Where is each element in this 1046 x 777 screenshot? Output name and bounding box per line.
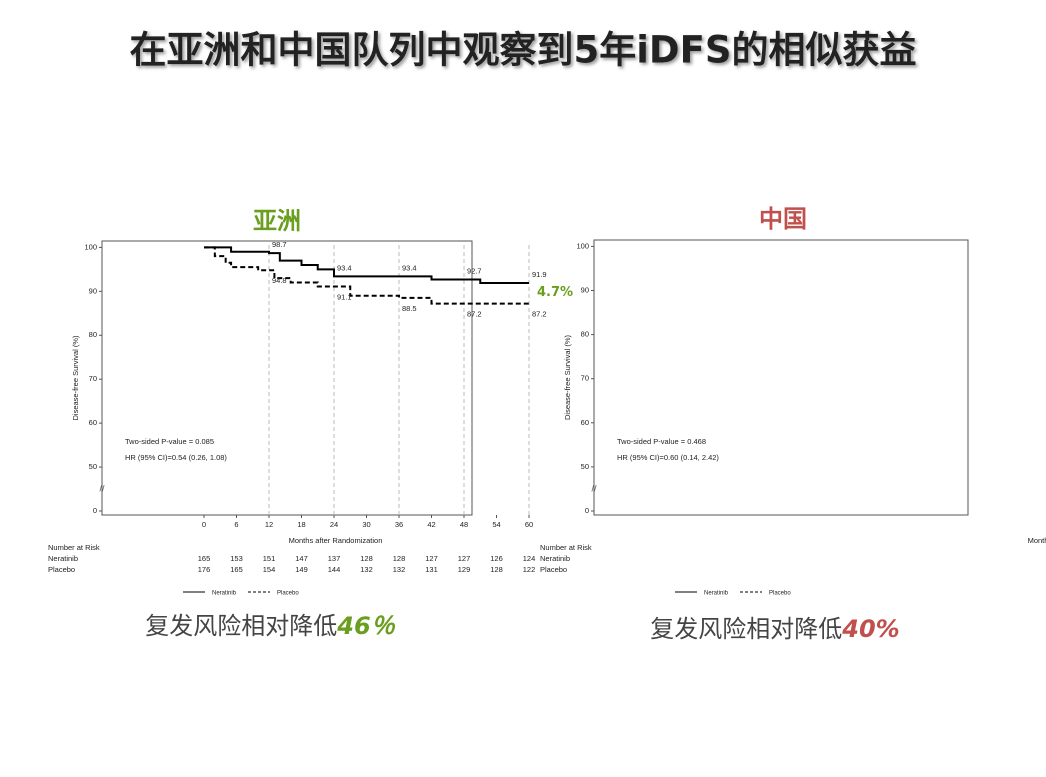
difference-label: 4.7% <box>537 285 573 300</box>
slide-title: 在亚洲和中国队列中观察到5年iDFS的相似获益 <box>129 29 916 72</box>
x-tick-label: 60 <box>525 520 533 529</box>
y-tick-label: 50 <box>89 462 97 471</box>
legend-label: Placebo <box>277 591 299 597</box>
landmark-label: 98.7 <box>272 240 287 249</box>
survival-curve <box>204 246 529 305</box>
risk-value: 131 <box>425 565 438 574</box>
risk-row-name: Neratinib <box>540 554 570 563</box>
landmark-label: 93.4 <box>337 263 352 272</box>
risk-value: 144 <box>328 565 341 574</box>
risk-row-name: Neratinib <box>48 554 78 563</box>
y-axis-label: Disease-free Survival (%) <box>71 335 80 421</box>
risk-value: 122 <box>523 565 536 574</box>
risk-value: 153 <box>230 554 243 563</box>
risk-value: 128 <box>393 554 406 563</box>
axis-break: // <box>99 483 105 493</box>
landmark-label: 91.1 <box>337 292 352 301</box>
landmark-label: 93.4 <box>402 263 417 272</box>
risk-value: 132 <box>360 565 373 574</box>
x-tick-label: 42 <box>427 520 435 529</box>
risk-value: 128 <box>490 565 503 574</box>
risk-value: 127 <box>425 554 438 563</box>
x-tick-label: 12 <box>265 520 273 529</box>
x-axis-label: Months after Randomization <box>289 536 383 545</box>
x-axis-label: Months after Randomization <box>1028 536 1046 545</box>
y-tick-label: 70 <box>89 374 97 383</box>
risk-value: 176 <box>198 565 211 574</box>
x-tick-label: 24 <box>330 520 338 529</box>
stat-text: Two-sided P-value = 0.085 <box>125 437 214 446</box>
risk-value: 147 <box>295 554 308 563</box>
summary: 复发风险相对降低40% <box>650 615 899 643</box>
y-tick-label: 90 <box>89 286 97 295</box>
y-tick-label: 0 <box>93 506 97 515</box>
legend-label: Neratinib <box>704 591 729 597</box>
risk-value: 129 <box>458 565 471 574</box>
stat-text: HR (95% CI)=0.54 (0.26, 1.08) <box>125 453 227 462</box>
y-tick-label: 100 <box>576 241 589 250</box>
y-tick-label: 90 <box>581 285 589 294</box>
x-tick-label: 30 <box>362 520 370 529</box>
x-tick-label: 0 <box>202 520 206 529</box>
summary-text: 复发风险相对降低 <box>145 612 337 640</box>
y-tick-label: 60 <box>89 418 97 427</box>
y-tick-label: 70 <box>581 374 589 383</box>
legend-label: Neratinib <box>212 591 237 597</box>
risk-title: Number at Risk <box>48 543 100 552</box>
x-tick-label: 6 <box>234 520 238 529</box>
plot-frame <box>593 239 969 516</box>
summary: 复发风险相对降低46％ <box>145 612 395 640</box>
y-axis-label: Disease-free Survival (%) <box>563 334 572 420</box>
x-tick-label: 18 <box>297 520 305 529</box>
risk-value: 165 <box>198 554 211 563</box>
risk-value: 127 <box>458 554 471 563</box>
risk-value: 132 <box>393 565 406 574</box>
y-tick-label: 80 <box>89 330 97 339</box>
risk-value: 128 <box>360 554 373 563</box>
risk-value: 137 <box>328 554 341 563</box>
risk-row-name: Placebo <box>540 565 567 574</box>
panel-title: 亚洲 <box>253 207 301 235</box>
risk-value: 124 <box>523 554 536 563</box>
risk-value: 154 <box>263 565 276 574</box>
landmark-label: 87.2 <box>532 310 547 319</box>
summary-text: 复发风险相对降低 <box>650 615 842 643</box>
landmark-label: 92.7 <box>467 266 482 275</box>
stat-text: HR (95% CI)=0.60 (0.14, 2.42) <box>617 453 719 462</box>
landmark-label: 91.9 <box>532 270 547 279</box>
summary-value: 40% <box>841 615 899 643</box>
risk-value: 126 <box>490 554 503 563</box>
landmark-label: 88.5 <box>402 304 417 313</box>
y-tick-label: 80 <box>581 330 589 339</box>
landmark-label: 87.2 <box>467 310 482 319</box>
risk-row-name: Placebo <box>48 565 75 574</box>
risk-value: 165 <box>230 565 243 574</box>
y-tick-label: 100 <box>84 242 97 251</box>
legend-label: Placebo <box>769 591 791 597</box>
risk-title: Number at Risk <box>540 543 592 552</box>
x-tick-label: 54 <box>492 520 500 529</box>
y-tick-label: 60 <box>581 418 589 427</box>
panel-title: 中国 <box>759 205 807 233</box>
y-tick-label: 50 <box>581 462 589 471</box>
risk-value: 149 <box>295 565 308 574</box>
plot-frame <box>101 240 473 516</box>
axis-break: // <box>591 483 597 493</box>
y-tick-label: 0 <box>585 506 589 515</box>
risk-value: 151 <box>263 554 276 563</box>
summary-value: 46％ <box>336 612 395 640</box>
x-tick-label: 48 <box>460 520 468 529</box>
landmark-label: 94.8 <box>272 276 287 285</box>
stat-text: Two-sided P-value = 0.468 <box>617 437 706 446</box>
survival-curve <box>204 246 529 284</box>
x-tick-label: 36 <box>395 520 403 529</box>
